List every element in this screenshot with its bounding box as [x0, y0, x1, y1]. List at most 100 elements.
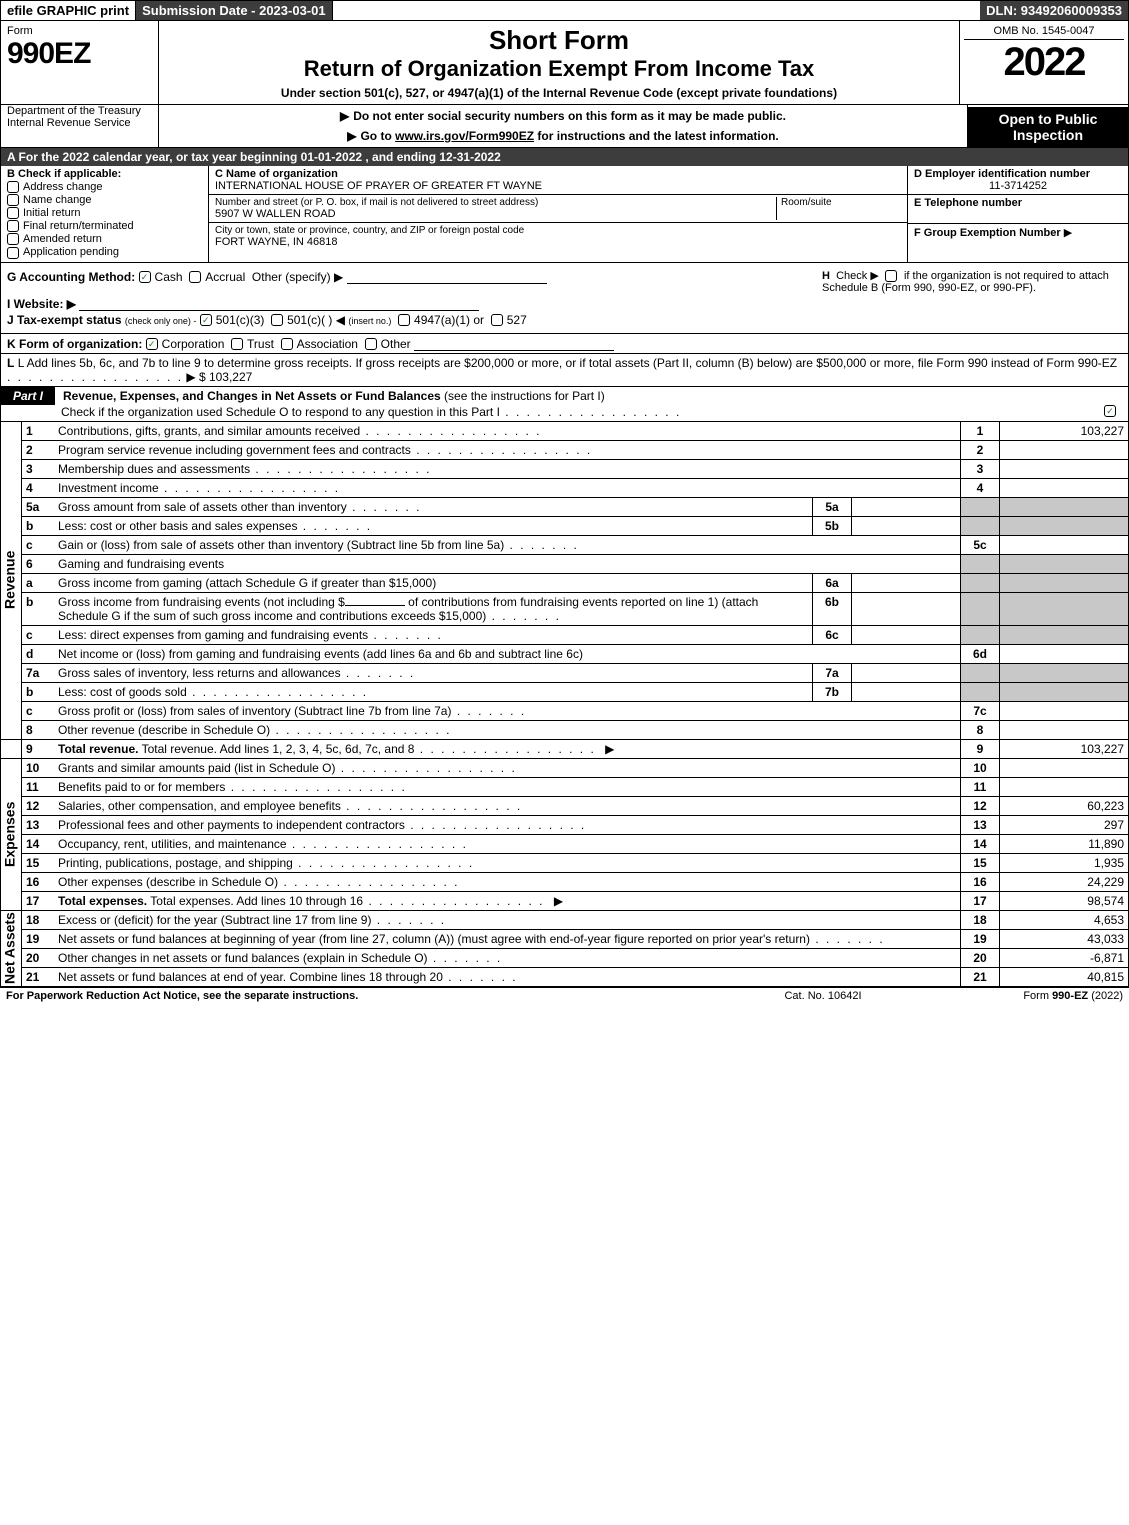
row9-val: 103,227: [1000, 739, 1129, 758]
cb-name-change[interactable]: Name change: [7, 194, 202, 206]
cb-501c3[interactable]: ✓: [200, 314, 212, 326]
cb-501c[interactable]: [271, 314, 283, 326]
cb-corporation[interactable]: ✓: [146, 338, 158, 350]
part1-checknote: Check if the organization used Schedule …: [0, 405, 1129, 421]
section-a: A For the 2022 calendar year, or tax yea…: [0, 148, 1129, 166]
other-specify-field[interactable]: [347, 269, 547, 284]
row16-desc: Other expenses (describe in Schedule O): [54, 872, 961, 891]
line-k-label: K Form of organization:: [7, 337, 142, 351]
row16-num: 16: [22, 872, 55, 891]
cb-address-change[interactable]: Address change: [7, 181, 202, 193]
row7a-grey2: [1000, 663, 1129, 682]
row3-desc: Membership dues and assessments: [54, 459, 961, 478]
row7a-mv[interactable]: [852, 663, 961, 682]
line-h: H Check ▶ if the organization is not req…: [812, 269, 1122, 294]
city-label: City or town, state or province, country…: [215, 225, 901, 236]
row13-desc: Professional fees and other payments to …: [54, 815, 961, 834]
row6c-grey: [961, 625, 1000, 644]
row6b-mv[interactable]: [852, 592, 961, 625]
row6a-mv[interactable]: [852, 573, 961, 592]
section-def: D Employer identification number 11-3714…: [908, 166, 1128, 262]
cb-amended-return-label: Amended return: [23, 233, 102, 245]
row7b-mn: 7b: [813, 682, 852, 701]
cb-final-return[interactable]: Final return/terminated: [7, 220, 202, 232]
row12-rn: 12: [961, 796, 1000, 815]
cb-other-org[interactable]: [365, 338, 377, 350]
row6b-blank[interactable]: [345, 605, 405, 606]
row18-desc: Excess or (deficit) for the year (Subtra…: [54, 910, 961, 929]
row6a-desc: Gross income from gaming (attach Schedul…: [54, 573, 813, 592]
gh-block: G Accounting Method: ✓Cash Accrual Other…: [0, 263, 1129, 333]
row5c-val: [1000, 535, 1129, 554]
row6-grey: [961, 554, 1000, 573]
row6-desc: Gaming and fundraising events: [54, 554, 961, 573]
row12-val: 60,223: [1000, 796, 1129, 815]
row20-desc: Other changes in net assets or fund bala…: [54, 948, 961, 967]
opt-501c: 501(c)( ): [287, 313, 332, 327]
row16-rn: 16: [961, 872, 1000, 891]
line-h-label: H: [822, 270, 830, 282]
short-form-title: Short Form: [165, 25, 953, 56]
row20-num: 20: [22, 948, 55, 967]
row2-rn: 2: [961, 440, 1000, 459]
row7b-mv[interactable]: [852, 682, 961, 701]
street-value: 5907 W WALLEN ROAD: [215, 208, 776, 220]
insert-no: (insert no.): [348, 316, 391, 326]
sidelabel-revenue: Revenue: [1, 421, 22, 739]
row4-desc: Investment income: [54, 478, 961, 497]
row15-desc: Printing, publications, postage, and shi…: [54, 853, 961, 872]
other-org-field[interactable]: [414, 336, 614, 351]
street-label: Number and street (or P. O. box, if mail…: [215, 197, 776, 208]
row6c-desc: Less: direct expenses from gaming and fu…: [54, 625, 813, 644]
row7c-num: c: [22, 701, 55, 720]
row5b-mv[interactable]: [852, 516, 961, 535]
cb-accrual[interactable]: [189, 271, 201, 283]
row6-grey2: [1000, 554, 1129, 573]
row11-desc: Benefits paid to or for members: [54, 777, 961, 796]
cb-application-pending[interactable]: Application pending: [7, 246, 202, 258]
opt-association: Association: [297, 337, 358, 351]
line-h-check-text: Check ▶: [836, 270, 879, 282]
row5a-mv[interactable]: [852, 497, 961, 516]
cb-4947[interactable]: [398, 314, 410, 326]
row19-val: 43,033: [1000, 929, 1129, 948]
cb-527[interactable]: [491, 314, 503, 326]
group-exemption-row: F Group Exemption Number ▶: [908, 224, 1128, 241]
row10-desc: Grants and similar amounts paid (list in…: [54, 758, 961, 777]
row6b-num: b: [22, 592, 55, 625]
row6c-num: c: [22, 625, 55, 644]
row6b-desc: Gross income from fundraising events (no…: [54, 592, 813, 625]
cb-schedule-b[interactable]: [885, 270, 897, 282]
efile-label[interactable]: efile GRAPHIC print: [1, 1, 136, 20]
irs-link[interactable]: www.irs.gov/Form990EZ: [395, 129, 534, 143]
row13-num: 13: [22, 815, 55, 834]
cb-application-pending-label: Application pending: [23, 246, 119, 258]
row1-desc: Contributions, gifts, grants, and simila…: [54, 421, 961, 440]
footer-center: Cat. No. 10642I: [723, 990, 923, 1002]
return-title: Return of Organization Exempt From Incom…: [165, 56, 953, 82]
row8-num: 8: [22, 720, 55, 739]
row2-val: [1000, 440, 1129, 459]
row13-rn: 13: [961, 815, 1000, 834]
row21-desc: Net assets or fund balances at end of ye…: [54, 967, 961, 986]
row1-num: 1: [22, 421, 55, 440]
cb-amended-return[interactable]: Amended return: [7, 233, 202, 245]
cb-trust[interactable]: [231, 338, 243, 350]
cb-association[interactable]: [281, 338, 293, 350]
row5c-rn: 5c: [961, 535, 1000, 554]
org-name-value: INTERNATIONAL HOUSE OF PRAYER OF GREATER…: [215, 180, 901, 192]
header-center: Short Form Return of Organization Exempt…: [159, 21, 960, 104]
row9-rn: 9: [961, 739, 1000, 758]
row18-num: 18: [22, 910, 55, 929]
cb-schedule-o[interactable]: ✓: [1104, 405, 1116, 417]
line-j: J Tax-exempt status (check only one) - ✓…: [7, 313, 1122, 327]
cb-initial-return[interactable]: Initial return: [7, 207, 202, 219]
row2-desc: Program service revenue including govern…: [54, 440, 961, 459]
cb-cash[interactable]: ✓: [139, 271, 151, 283]
phone-row: E Telephone number: [908, 195, 1128, 224]
room-label: Room/suite: [781, 197, 901, 208]
sidelabel-rev-end: [1, 739, 22, 758]
header-subtitle: Under section 501(c), 527, or 4947(a)(1)…: [165, 86, 953, 100]
website-field[interactable]: [79, 296, 479, 311]
row6c-mv[interactable]: [852, 625, 961, 644]
